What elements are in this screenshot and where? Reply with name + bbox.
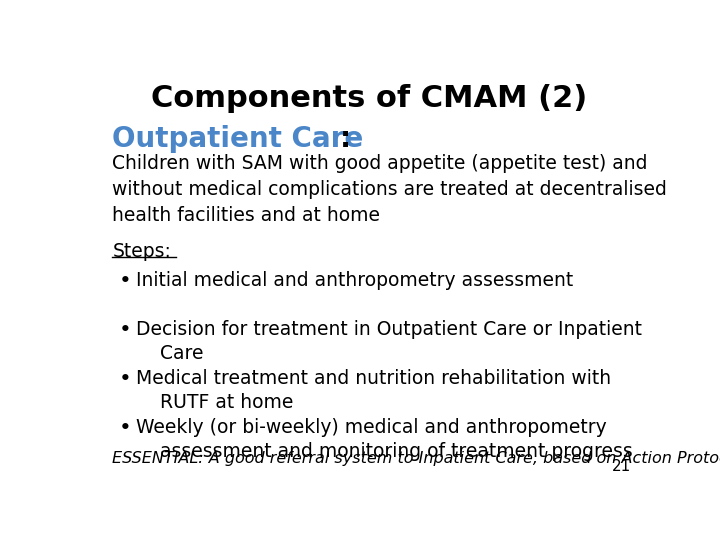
Text: ESSENTIAL: A good referral system to Inpatient Care, based on Action Protocols: ESSENTIAL: A good referral system to Inp… (112, 451, 720, 465)
Text: Initial medical and anthropometry assessment: Initial medical and anthropometry assess… (136, 271, 573, 289)
Text: Medical treatment and nutrition rehabilitation with
    RUTF at home: Medical treatment and nutrition rehabili… (136, 369, 611, 412)
Text: Steps:: Steps: (112, 241, 171, 260)
Text: •: • (119, 369, 132, 389)
Text: Children with SAM with good appetite (appetite test) and
without medical complic: Children with SAM with good appetite (ap… (112, 154, 667, 225)
Text: •: • (119, 320, 132, 340)
Text: •: • (119, 418, 132, 438)
Text: 21: 21 (612, 460, 631, 474)
Text: :: : (340, 125, 351, 153)
Text: Outpatient Care: Outpatient Care (112, 125, 364, 153)
Text: Decision for treatment in Outpatient Care or Inpatient
    Care: Decision for treatment in Outpatient Car… (136, 320, 642, 363)
Text: Components of CMAM (2): Components of CMAM (2) (151, 84, 587, 112)
Text: Weekly (or bi-weekly) medical and anthropometry
    assessment and monitoring of: Weekly (or bi-weekly) medical and anthro… (136, 418, 632, 461)
Text: •: • (119, 271, 132, 291)
